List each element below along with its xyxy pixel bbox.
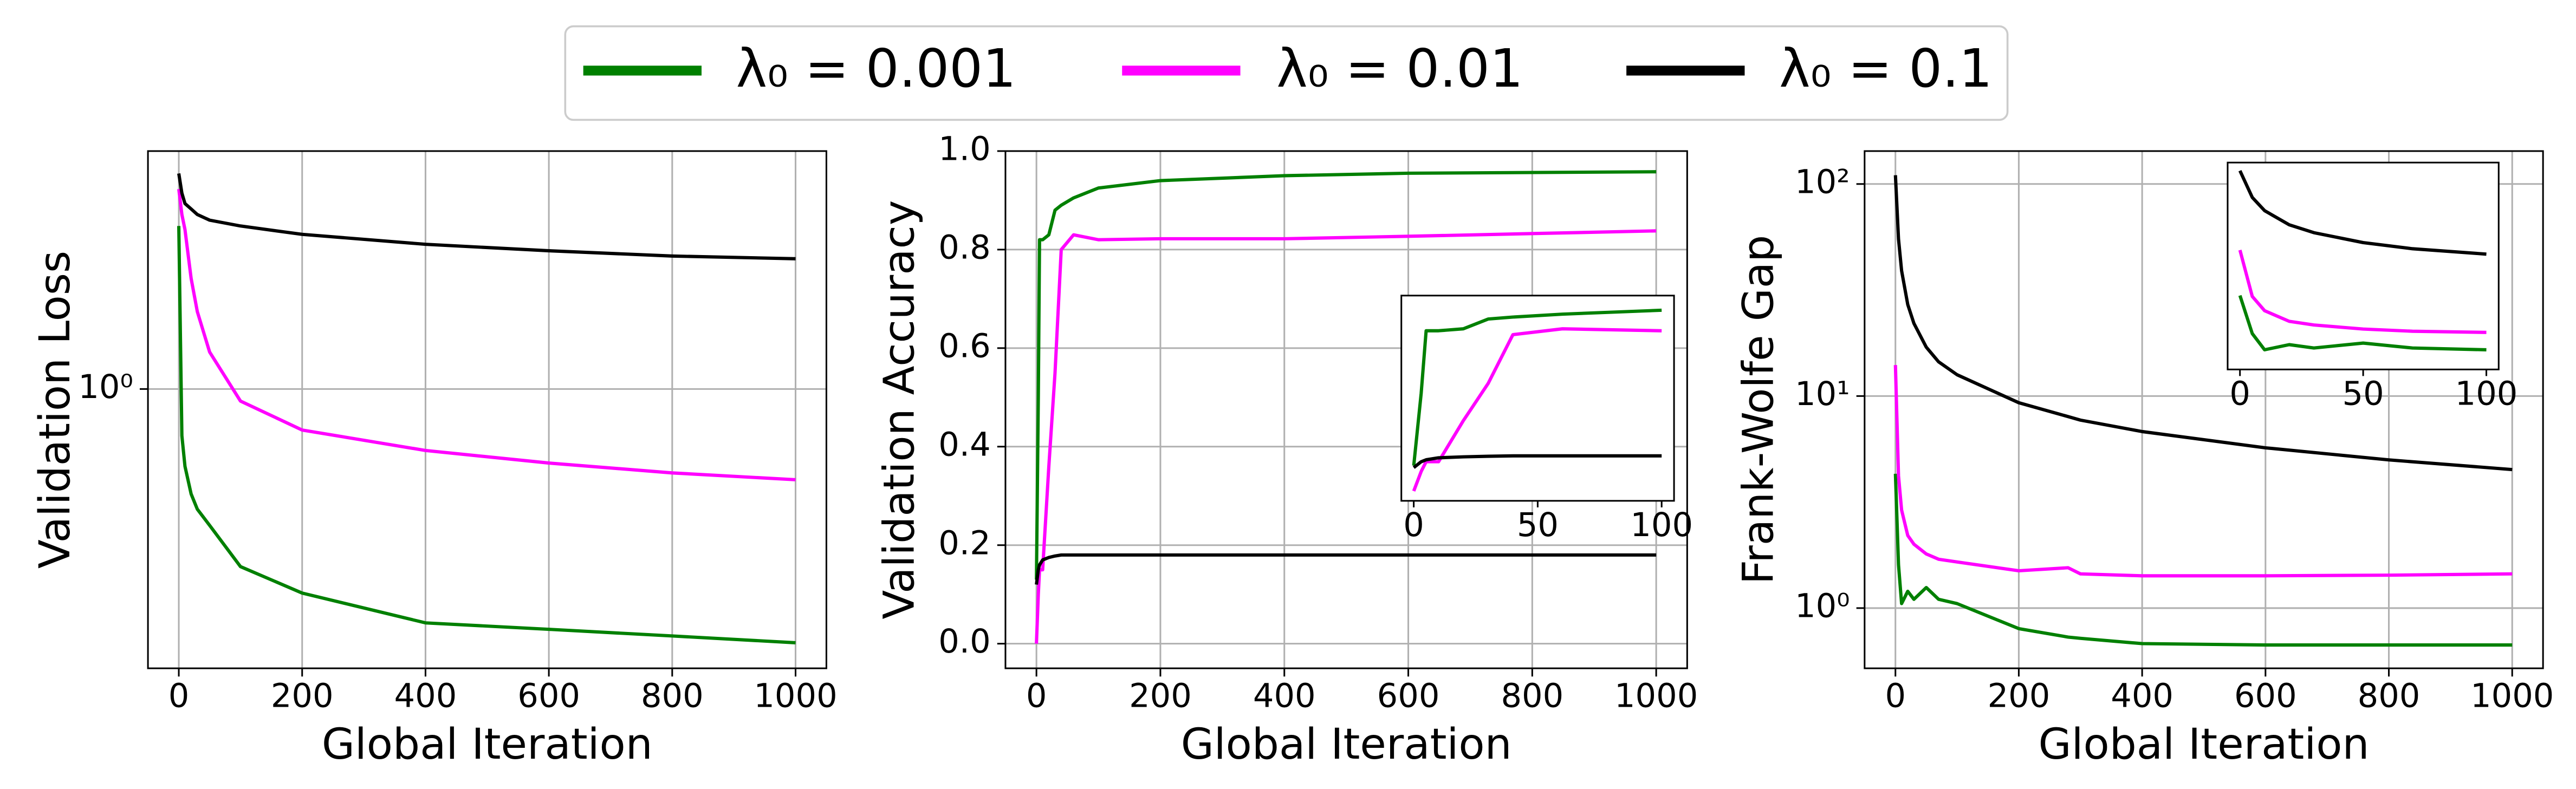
- series-line: [1893, 365, 2513, 578]
- series-line: [1035, 170, 1657, 580]
- series-line: [1412, 454, 1662, 469]
- axes-frame: [147, 150, 827, 669]
- x-tick-label: 400: [1253, 677, 1316, 715]
- x-tick-label: 1000: [754, 677, 837, 715]
- x-tick-label: 200: [271, 677, 334, 715]
- y-tick-label: 10¹: [1795, 375, 1850, 413]
- y-tick-label: 1.0: [938, 131, 990, 168]
- inset-x-tick-label: 50: [1517, 506, 1559, 544]
- axes-frame: [1004, 150, 1688, 669]
- series-line: [1893, 473, 2513, 647]
- y-tick-label: 0.4: [938, 426, 990, 464]
- x-tick-label: 200: [1988, 677, 2051, 715]
- series-line: [2238, 295, 2487, 351]
- x-tick-label: 1000: [1614, 677, 1698, 715]
- x-tick-label: 600: [517, 677, 580, 715]
- x-tick-label: 600: [1377, 677, 1440, 715]
- axes-frame: [1864, 150, 2544, 669]
- x-tick-label: 1000: [2470, 677, 2554, 715]
- inset-background: [2227, 162, 2499, 370]
- series-line: [1893, 175, 2513, 472]
- x-tick-label: 400: [2111, 677, 2173, 715]
- legend-label: λ₀ = 0.1: [1779, 38, 1993, 99]
- series-line: [1412, 308, 1662, 466]
- inset-x-tick-label: 100: [2455, 375, 2518, 413]
- x-tick-label: 800: [1501, 677, 1563, 715]
- series-line: [177, 188, 796, 481]
- x-tick-label: 800: [641, 677, 704, 715]
- series-line: [2238, 169, 2487, 256]
- series-line: [1412, 327, 1662, 492]
- y-tick-label: 10⁰: [1795, 588, 1850, 625]
- y-tick-label: 10⁰: [78, 368, 133, 406]
- y-tick-label: 0.2: [938, 524, 990, 562]
- x-tick-label: 400: [394, 677, 457, 715]
- x-tick-label: 200: [1129, 677, 1192, 715]
- y-axis-label: Frank-Wolfe Gap: [1733, 235, 1783, 584]
- legend-label: λ₀ = 0.001: [736, 38, 1016, 99]
- series-line: [2238, 250, 2487, 334]
- series-line: [177, 226, 796, 644]
- legend-box: [564, 25, 2009, 121]
- x-axis-label: Global Iteration: [2039, 719, 2370, 769]
- x-tick-label: 0: [168, 677, 190, 715]
- inset-x-tick-label: 50: [2343, 375, 2384, 413]
- y-tick-label: 0.6: [938, 327, 990, 365]
- y-axis-label: Validation Accuracy: [874, 200, 924, 619]
- inset-x-tick-label: 100: [1630, 506, 1693, 544]
- series-line: [177, 173, 796, 260]
- inset-x-tick-label: 0: [2229, 375, 2250, 413]
- inset-background: [1401, 295, 1675, 501]
- y-tick-label: 0.8: [938, 229, 990, 266]
- x-tick-label: 0: [1885, 677, 1906, 715]
- series-line: [1035, 553, 1657, 585]
- x-tick-label: 800: [2358, 677, 2421, 715]
- x-axis-label: Global Iteration: [322, 719, 653, 769]
- x-axis-label: Global Iteration: [1181, 719, 1512, 769]
- y-axis-label: Validation Loss: [30, 251, 80, 569]
- y-tick-label: 0.0: [938, 623, 990, 661]
- x-tick-label: 0: [1026, 677, 1047, 715]
- y-tick-label: 10²: [1795, 163, 1850, 201]
- inset-x-tick-label: 0: [1403, 506, 1424, 544]
- legend-label: λ₀ = 0.01: [1276, 38, 1523, 99]
- x-tick-label: 600: [2234, 677, 2297, 715]
